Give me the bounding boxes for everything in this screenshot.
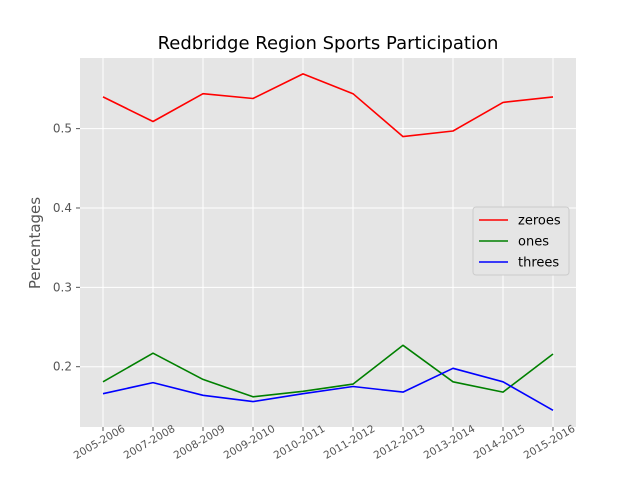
y-tick-label: 0.3 (53, 280, 72, 294)
series-lines (102, 73, 554, 411)
legend-label-ones: ones (518, 235, 549, 250)
x-tick-label: 2007-2008 (122, 423, 178, 462)
x-tick-label: 2005-2006 (72, 423, 128, 462)
x-tick-label: 2014-2015 (472, 423, 528, 462)
y-tick-label: 0.2 (53, 360, 72, 374)
x-tick-label: 2011-2012 (322, 423, 378, 462)
x-axis-ticks: 2005-20062007-20082008-20092009-20102010… (72, 423, 578, 462)
chart-title: Redbridge Region Sports Participation (158, 33, 499, 54)
y-axis-label: Percentages (26, 197, 44, 289)
x-tick-label: 2010-2011 (272, 423, 328, 462)
x-tick-label: 2015-2016 (522, 423, 578, 462)
legend: zeroes ones threes (472, 206, 570, 276)
series-line-zeroes (102, 73, 554, 138)
x-tick-label: 2008-2009 (172, 423, 228, 462)
x-tick-label: 2009-2010 (222, 423, 278, 462)
legend-box (472, 206, 570, 276)
x-tick-label: 2012-2013 (372, 423, 428, 462)
legend-label-zeroes: zeroes (518, 214, 561, 229)
y-axis-ticks: 0.2 0.3 0.4 0.5 (53, 122, 80, 374)
legend-label-threes: threes (518, 256, 559, 271)
series-line-ones (102, 344, 554, 398)
x-tick-label: 2013-2014 (422, 423, 478, 462)
y-tick-label: 0.4 (53, 201, 72, 215)
series-line-threes (102, 367, 554, 411)
y-tick-label: 0.5 (53, 122, 72, 136)
